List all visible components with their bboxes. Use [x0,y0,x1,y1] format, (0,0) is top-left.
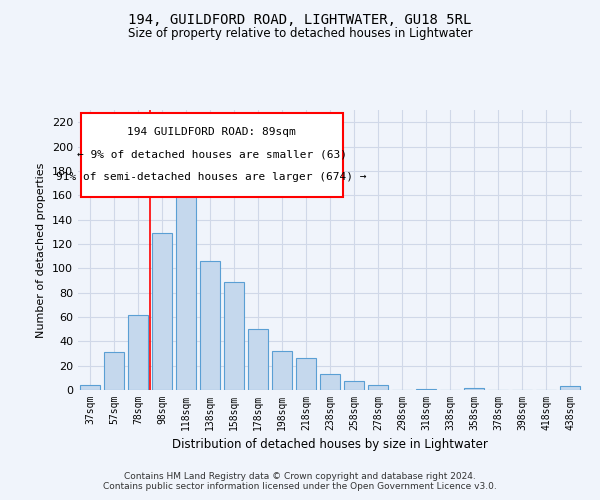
Y-axis label: Number of detached properties: Number of detached properties [37,162,46,338]
Bar [80,385,100,390]
Bar [152,233,172,390]
Bar [272,351,292,390]
Bar [368,385,388,390]
Bar [320,374,340,390]
Bar [176,168,196,390]
Bar [248,329,268,390]
Bar [416,389,436,390]
X-axis label: Distribution of detached houses by size in Lightwater: Distribution of detached houses by size … [172,438,488,452]
FancyBboxPatch shape [80,113,343,197]
Bar [224,282,244,390]
Text: 91% of semi-detached houses are larger (674) →: 91% of semi-detached houses are larger (… [56,172,367,181]
Bar [200,261,220,390]
Bar [128,314,148,390]
Text: Contains HM Land Registry data © Crown copyright and database right 2024.: Contains HM Land Registry data © Crown c… [124,472,476,481]
Bar [104,352,124,390]
Text: Contains public sector information licensed under the Open Government Licence v3: Contains public sector information licen… [103,482,497,491]
Bar [464,388,484,390]
Text: 194, GUILDFORD ROAD, LIGHTWATER, GU18 5RL: 194, GUILDFORD ROAD, LIGHTWATER, GU18 5R… [128,12,472,26]
Text: Size of property relative to detached houses in Lightwater: Size of property relative to detached ho… [128,28,472,40]
Bar [344,382,364,390]
Bar [296,358,316,390]
Bar [560,386,580,390]
Text: ← 9% of detached houses are smaller (63): ← 9% of detached houses are smaller (63) [77,149,347,159]
Text: 194 GUILDFORD ROAD: 89sqm: 194 GUILDFORD ROAD: 89sqm [127,127,296,137]
